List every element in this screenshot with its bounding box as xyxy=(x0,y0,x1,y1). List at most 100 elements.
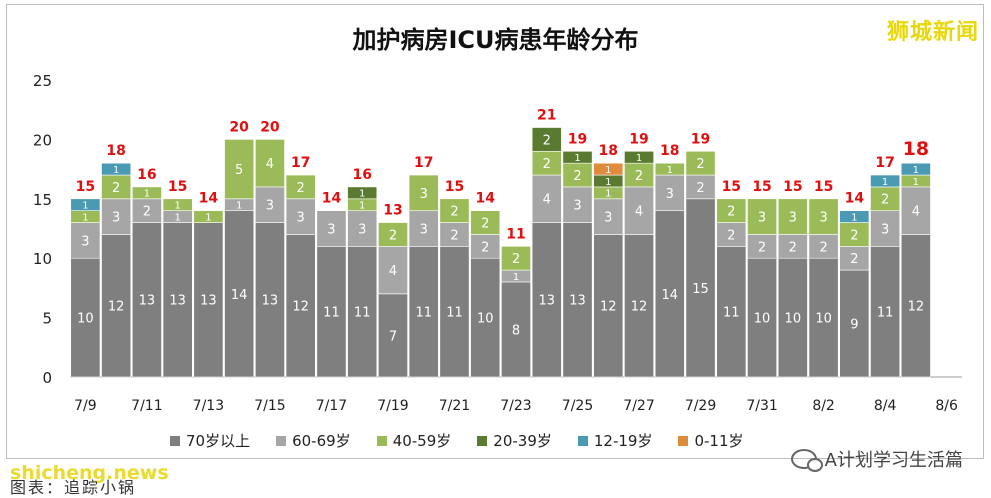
total-label: 14 xyxy=(199,191,219,207)
bar-segment xyxy=(470,210,501,235)
segment-value-label: 2 xyxy=(543,157,551,172)
segment-value-label: 12 xyxy=(908,300,925,315)
y-tick-label: 0 xyxy=(42,369,52,387)
total-label: 19 xyxy=(568,131,587,147)
bar-segment xyxy=(624,186,654,235)
bar-segment xyxy=(408,246,439,378)
segment-value-label: 5 xyxy=(235,163,243,178)
x-tick-label: 7/29 xyxy=(685,398,716,414)
segment-value-label: 11 xyxy=(323,306,340,321)
segment-value-label: 1 xyxy=(82,212,88,223)
bar-segment xyxy=(408,210,439,247)
segment-value-label: 3 xyxy=(666,187,674,202)
segment-value-label: 13 xyxy=(200,294,217,309)
segment-value-label: 2 xyxy=(450,228,458,243)
segment-value-label: 3 xyxy=(327,222,335,237)
segment-value-label: 1 xyxy=(113,165,119,176)
bar-segment xyxy=(654,210,685,378)
segment-value-label: 2 xyxy=(789,240,797,255)
segment-value-label: 4 xyxy=(543,193,551,208)
segment-value-label: 2 xyxy=(819,240,827,255)
bar-segment xyxy=(900,186,931,235)
bar-segment xyxy=(347,210,378,247)
legend-swatch xyxy=(170,435,180,446)
segment-value-label: 2 xyxy=(297,181,305,196)
total-label: 15 xyxy=(445,179,464,195)
segment-value-label: 2 xyxy=(758,240,766,255)
bar-segment xyxy=(501,281,531,378)
legend-label: 20-39岁 xyxy=(493,432,552,450)
bar-segment xyxy=(347,186,378,200)
segment-value-label: 11 xyxy=(354,306,371,321)
x-tick-label: 7/25 xyxy=(562,398,593,414)
bar-segment xyxy=(501,246,531,271)
segment-value-label: 2 xyxy=(143,205,151,220)
segment-value-label: 3 xyxy=(420,187,428,202)
segment-value-label: 3 xyxy=(819,211,827,226)
bar-segment xyxy=(193,222,224,378)
legend-swatch xyxy=(276,435,287,446)
total-label: 16 xyxy=(137,167,156,183)
y-tick-label: 25 xyxy=(33,72,52,90)
legend-swatch xyxy=(678,435,689,446)
bar-segment xyxy=(408,174,439,211)
y-tick-label: 5 xyxy=(42,310,52,328)
bar-segment xyxy=(777,198,808,235)
segment-value-label: 4 xyxy=(266,157,274,172)
segment-value-label: 14 xyxy=(662,288,679,303)
bar-segment xyxy=(839,210,870,223)
segment-value-label: 13 xyxy=(569,294,586,309)
segment-value-label: 1 xyxy=(913,165,919,176)
bar-segment xyxy=(716,198,747,223)
bar-segment xyxy=(316,210,347,247)
segment-value-label: 2 xyxy=(850,252,858,267)
total-label: 15 xyxy=(76,179,95,195)
segment-value-label: 1 xyxy=(359,189,365,200)
legend-swatch xyxy=(376,435,387,446)
bar-segment xyxy=(101,198,132,235)
segment-value-label: 1 xyxy=(667,165,673,176)
segment-value-label: 2 xyxy=(481,217,489,232)
x-tick-label: 7/11 xyxy=(131,398,162,414)
segment-value-label: 1 xyxy=(605,165,611,176)
total-label: 15 xyxy=(814,179,833,195)
legend-item: 0-11岁 xyxy=(678,430,744,451)
total-label: 13 xyxy=(383,203,402,219)
legend-label: 40-59岁 xyxy=(392,432,452,450)
segment-value-label: 1 xyxy=(359,201,365,212)
total-label: 18 xyxy=(660,143,679,159)
bar-segment xyxy=(378,222,408,247)
bar-segment xyxy=(162,198,193,211)
x-tick-label: 7/17 xyxy=(316,398,347,414)
segment-value-label: 2 xyxy=(635,169,643,184)
bar-segment xyxy=(162,222,193,378)
footer-right: A计划学习生活篇 xyxy=(790,446,963,472)
bar-segment xyxy=(224,210,255,378)
segment-value-label: 1 xyxy=(174,201,180,212)
watermark-logo: 狮城新闻 xyxy=(886,20,979,45)
x-tick-label: 8/6 xyxy=(935,398,958,414)
bar-segment xyxy=(562,222,593,378)
bar-segment xyxy=(378,293,408,378)
segment-value-label: 4 xyxy=(389,264,397,279)
total-label: 15 xyxy=(783,179,802,195)
y-tick-label: 20 xyxy=(33,131,52,149)
legend-label: 12-19岁 xyxy=(593,432,653,450)
segment-value-label: 1 xyxy=(851,212,857,223)
bar-segment xyxy=(685,150,716,176)
bar-segment xyxy=(900,162,931,176)
segment-value-label: 2 xyxy=(696,157,704,172)
segment-value-label: 2 xyxy=(450,205,458,220)
segment-value-label: 2 xyxy=(112,181,120,196)
bar-segment xyxy=(593,234,624,378)
bar-segment xyxy=(808,198,839,235)
total-label: 16 xyxy=(352,167,371,183)
y-tick-label: 15 xyxy=(33,191,52,209)
segment-value-label: 3 xyxy=(420,222,428,237)
bar-segment xyxy=(747,257,777,378)
segment-value-label: 13 xyxy=(262,294,279,309)
segment-value-label: 7 xyxy=(389,329,397,344)
legend-item: 70岁以上 xyxy=(170,430,250,451)
total-label: 20 xyxy=(229,119,249,135)
bar-segment xyxy=(531,127,562,152)
